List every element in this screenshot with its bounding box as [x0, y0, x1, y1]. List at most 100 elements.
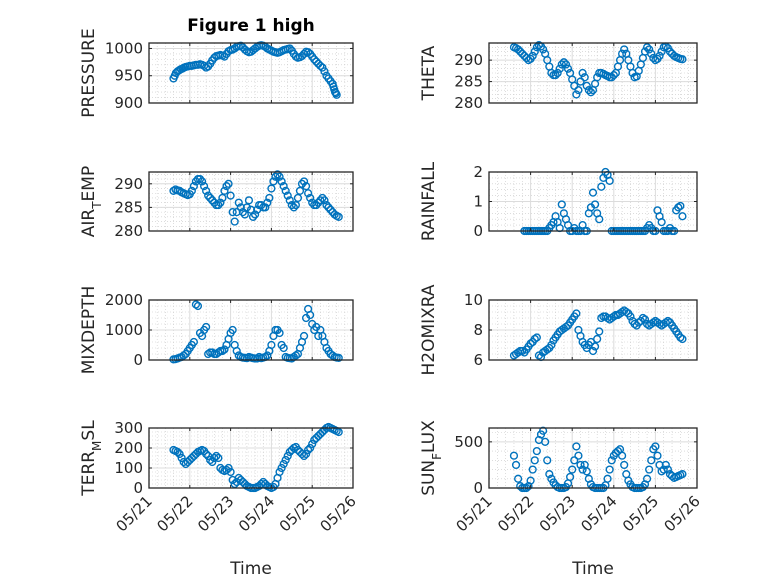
data-point: [647, 49, 656, 58]
y-tick-label: 0: [133, 351, 143, 369]
data-point: [214, 200, 223, 210]
data-point: [299, 451, 309, 461]
data-point: [208, 196, 217, 205]
data-point: [206, 193, 215, 203]
data-point: [216, 198, 225, 207]
data-point: [588, 346, 598, 356]
data-point: [324, 203, 333, 212]
data-point: [281, 186, 290, 195]
y-axis-label: H2OMIXRA: [419, 284, 439, 375]
data-point: [607, 73, 616, 82]
data-point: [530, 456, 539, 465]
data-point: [640, 315, 650, 324]
data-point: [557, 200, 566, 209]
data-point: [214, 453, 223, 463]
data-point: [574, 451, 583, 460]
data-point: [273, 170, 282, 179]
data-point: [199, 182, 209, 191]
data-point: [222, 465, 231, 475]
data-point: [530, 47, 539, 56]
data-point: [275, 467, 284, 477]
data-point: [304, 48, 313, 57]
data-point: [553, 68, 562, 78]
data-point: [551, 71, 560, 80]
data-point: [299, 177, 309, 186]
data-point: [297, 449, 307, 459]
data-point: [620, 45, 629, 54]
y-tick-label: 300: [114, 419, 143, 437]
data-point: [293, 193, 303, 203]
data-point: [576, 77, 585, 86]
data-point: [297, 179, 307, 188]
data-point: [228, 325, 237, 335]
data-point: [310, 55, 319, 64]
y-axis-label: PRESSURE: [79, 28, 99, 117]
data-point: [626, 312, 635, 321]
data-point: [665, 47, 675, 56]
data-point: [543, 456, 552, 465]
data-point: [306, 310, 315, 320]
y-tick-label: 200: [114, 439, 143, 457]
data-point: [228, 208, 237, 217]
data-point: [603, 474, 612, 483]
data-point: [566, 472, 575, 482]
data-series: [169, 41, 341, 99]
data-point: [653, 451, 662, 460]
data-point: [291, 200, 300, 210]
panel-mixdepth: 0 1000 2000 MIXDEPTH: [79, 286, 354, 374]
data-point: [563, 64, 573, 73]
data-point: [607, 456, 616, 465]
data-point: [561, 60, 571, 69]
y-tick-label: 1000: [105, 39, 143, 57]
y-tick-label: 280: [454, 94, 483, 112]
data-point: [224, 179, 233, 188]
data-point: [206, 455, 215, 465]
data-point: [179, 351, 188, 360]
data-point: [208, 457, 217, 467]
data-point: [511, 460, 521, 470]
data-point: [657, 47, 666, 56]
y-tick-label: 285: [454, 73, 483, 91]
data-point: [291, 351, 300, 360]
data-point: [678, 334, 687, 344]
data-point: [659, 465, 668, 474]
data-point: [622, 307, 631, 317]
data-point: [316, 196, 325, 205]
data-point: [520, 51, 529, 60]
data-series: [509, 306, 687, 362]
data-point: [657, 218, 666, 227]
data-point: [514, 45, 523, 54]
data-point: [316, 61, 325, 71]
data-point: [555, 64, 564, 73]
data-point: [242, 203, 252, 212]
data-point: [572, 442, 581, 451]
data-point: [230, 217, 239, 226]
data-point: [283, 191, 292, 200]
data-point: [299, 331, 309, 341]
data-point: [240, 210, 249, 219]
y-tick-label: 290: [454, 51, 483, 69]
data-point: [318, 193, 327, 203]
data-point: [609, 312, 618, 321]
data-point: [265, 193, 274, 203]
data-point: [224, 463, 233, 473]
data-point: [642, 43, 652, 52]
data-point: [226, 467, 235, 477]
data-point: [582, 81, 591, 90]
data-point: [541, 437, 550, 446]
data-point: [277, 463, 286, 473]
data-series: [169, 170, 343, 226]
data-point: [244, 196, 254, 205]
data-point: [518, 49, 527, 58]
data-point: [269, 177, 278, 186]
data-point: [568, 465, 577, 474]
data-point: [514, 474, 523, 483]
data-point: [234, 198, 243, 207]
data-point: [271, 172, 280, 181]
data-point: [220, 186, 229, 195]
data-point: [618, 451, 627, 460]
data-point: [326, 205, 335, 214]
data-point: [334, 353, 343, 363]
data-point: [263, 198, 272, 207]
data-point: [195, 174, 205, 184]
